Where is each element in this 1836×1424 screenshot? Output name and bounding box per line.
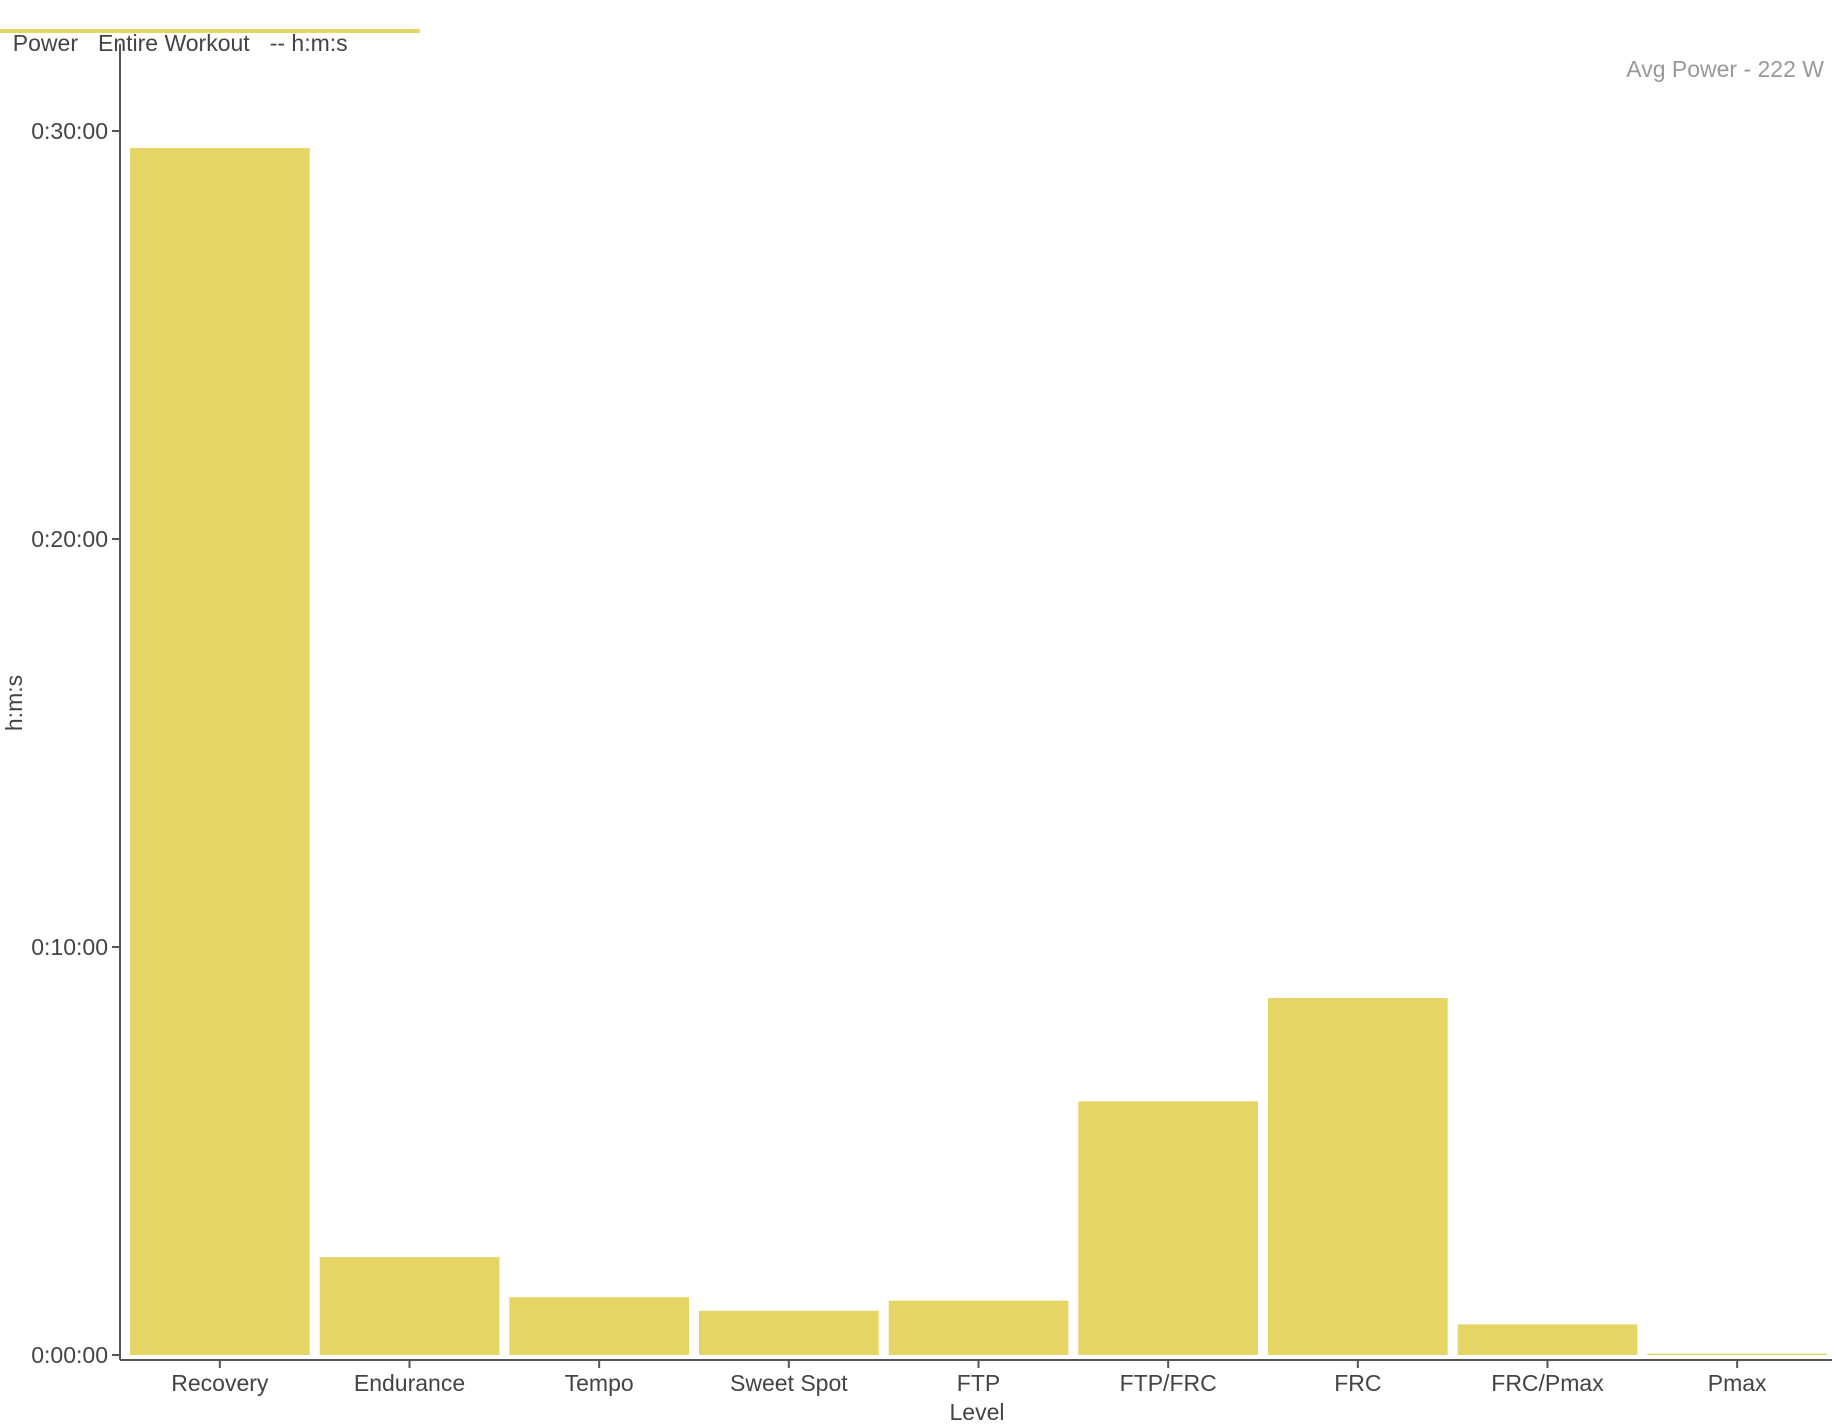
bars-group <box>130 148 1827 1355</box>
bar-pmax[interactable] <box>1647 1353 1827 1355</box>
y-tick-label: 0:20:00 <box>31 526 108 552</box>
x-tick-label: Tempo <box>565 1370 634 1396</box>
bar-ftp-frc[interactable] <box>1078 1101 1258 1355</box>
bar-sweet-spot[interactable] <box>699 1310 879 1355</box>
x-axis-title: Level <box>950 1399 1005 1424</box>
unit-label: -- h:m:s <box>269 30 348 56</box>
bar-frc-pmax[interactable] <box>1457 1324 1638 1355</box>
x-tick-label: FRC/Pmax <box>1491 1370 1604 1396</box>
bar-frc[interactable] <box>1268 998 1448 1355</box>
x-ticks-group: Recovery Endurance Tempo Sweet Spot FTP FTP/F… <box>171 1360 1767 1396</box>
x-tick-label: Recovery <box>171 1370 269 1396</box>
y-tick-label: 0:00:00 <box>31 1342 108 1368</box>
bar-recovery[interactable] <box>130 148 310 1355</box>
x-tick-label: FTP/FRC <box>1120 1370 1217 1396</box>
x-tick-label: Endurance <box>354 1370 465 1396</box>
y-ticks-group: 0:00:00 0:10:00 0:20:00 0:30:00 <box>31 118 120 1368</box>
chart-header: Power Entire Workout -- h:m:s <box>0 3 348 56</box>
y-tick-label: 0:10:00 <box>31 934 108 960</box>
y-tick-label: 0:30:00 <box>31 118 108 144</box>
bar-ftp[interactable] <box>888 1300 1069 1355</box>
x-tick-label: Pmax <box>1708 1370 1767 1396</box>
bar-tempo[interactable] <box>509 1297 689 1355</box>
y-axis-title: h:m:s <box>1 675 27 731</box>
avg-power-annotation: Avg Power - 222 W <box>1626 56 1824 82</box>
x-tick-label: Sweet Spot <box>730 1370 848 1396</box>
header-underline <box>0 29 420 33</box>
range-selector[interactable]: Entire Workout <box>97 30 250 56</box>
metric-tab[interactable]: Power <box>12 30 78 56</box>
x-tick-label: FTP <box>957 1370 1000 1396</box>
x-tick-label: FRC <box>1334 1370 1381 1396</box>
bar-endurance[interactable] <box>319 1257 500 1355</box>
